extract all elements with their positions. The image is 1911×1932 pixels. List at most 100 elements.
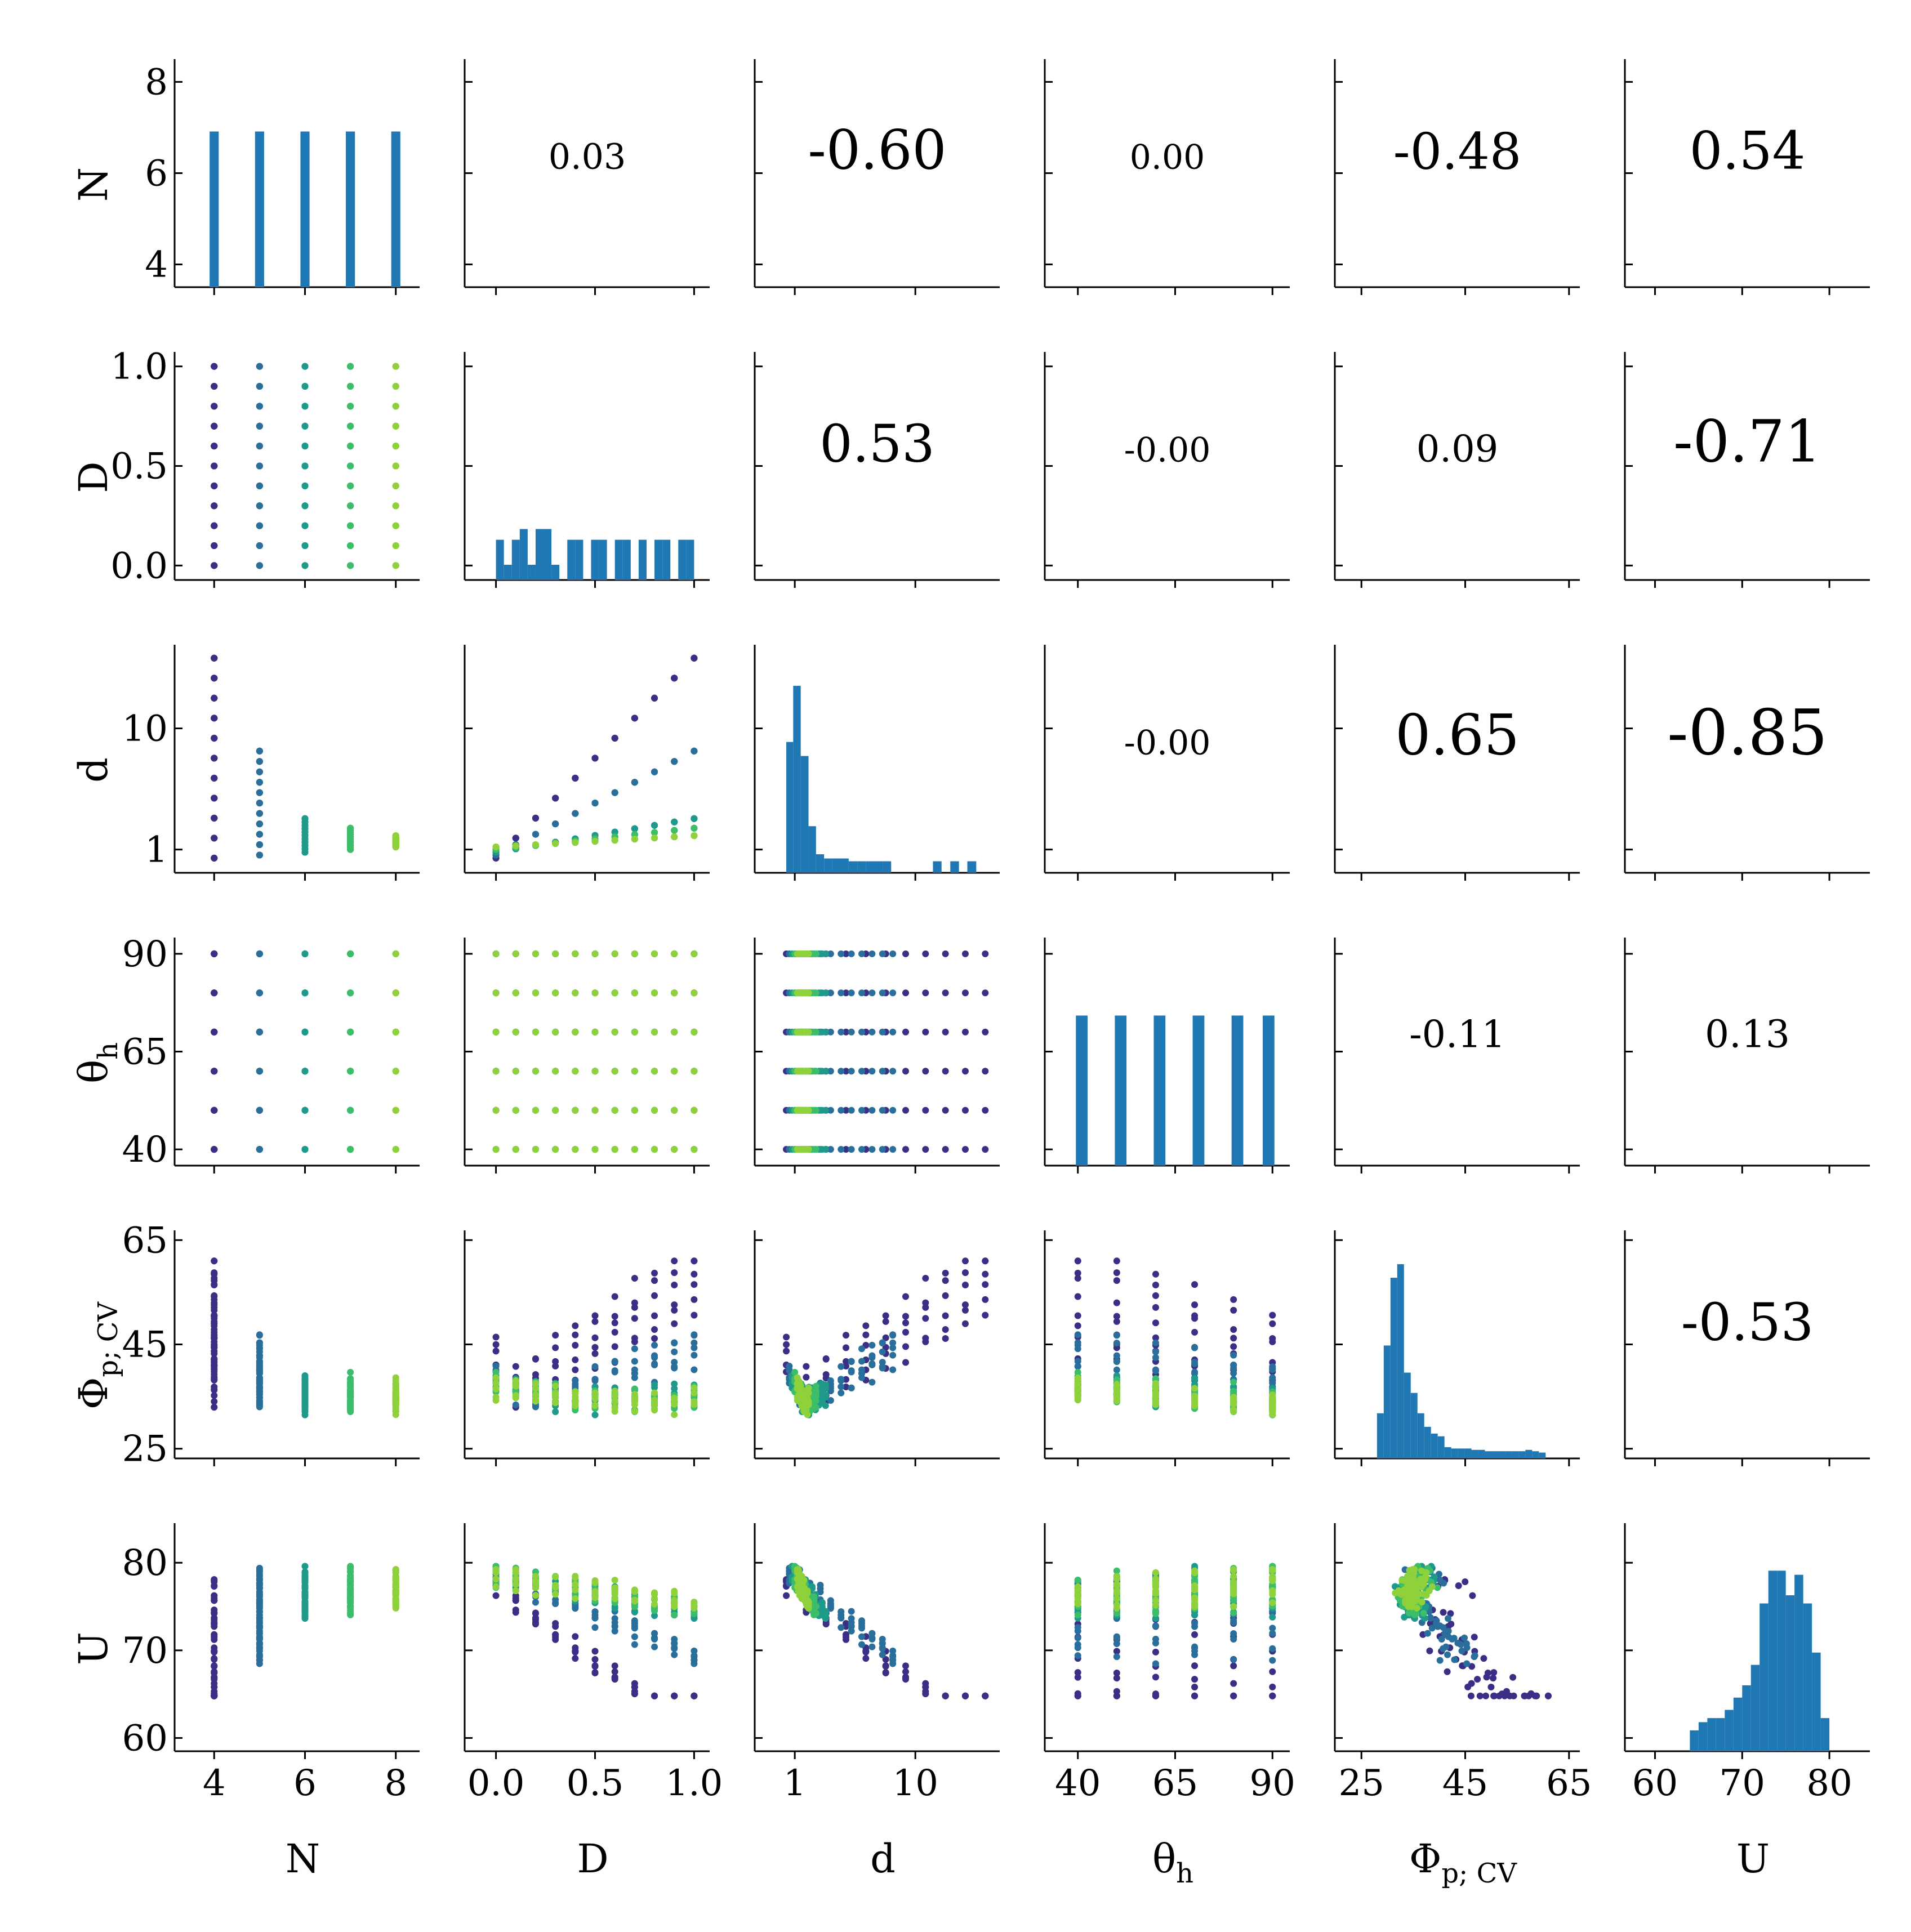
scatter-point: [691, 654, 698, 662]
scatter-point: [691, 1257, 698, 1265]
cell-N-N: [173, 59, 420, 295]
scatter-point: [532, 1577, 539, 1585]
scatter-point: [392, 363, 399, 370]
scatter-point: [347, 562, 354, 569]
histogram-bar: [346, 131, 355, 288]
scatter-point: [347, 443, 354, 450]
scatter-point: [211, 675, 218, 682]
scatter-point: [805, 1389, 812, 1396]
correlation-value: 0.54: [1690, 120, 1806, 181]
scatter-point: [805, 950, 812, 957]
scatter-point: [1074, 1692, 1081, 1699]
scatter-point: [512, 1597, 519, 1604]
scatter-point: [651, 1269, 658, 1277]
scatter-point: [301, 989, 309, 997]
scatter-point: [671, 833, 678, 841]
histogram-bar: [848, 861, 858, 873]
scatter-point: [347, 1028, 354, 1036]
scatter-point: [1113, 1389, 1120, 1396]
scatter-point: [671, 1320, 678, 1327]
scatter-point: [392, 989, 399, 997]
correlation-value: 0.00: [1130, 137, 1205, 177]
histogram-bar: [535, 529, 544, 580]
scatter-point: [572, 1647, 579, 1654]
scatter-point: [492, 1068, 500, 1075]
scatter-point: [591, 989, 599, 997]
scatter-point: [812, 1146, 819, 1153]
scatter-point: [512, 1106, 519, 1114]
scatter-point: [848, 1368, 855, 1376]
scatter-point: [611, 950, 618, 957]
scatter-point: [552, 1620, 559, 1627]
scatter-point: [301, 1402, 309, 1409]
scatter-point: [1113, 1332, 1120, 1339]
scatter-point: [1191, 1401, 1199, 1408]
scatter-point: [691, 989, 698, 997]
scatter-point: [591, 838, 599, 845]
scatter-point: [392, 443, 399, 450]
scatter-point: [211, 854, 218, 862]
histogram-bar: [654, 539, 663, 580]
scatter-point: [868, 1341, 876, 1349]
scatter-point: [301, 1599, 309, 1606]
correlation-value: -0.00: [1124, 723, 1211, 762]
scatter-point: [671, 989, 678, 997]
histogram-bar: [1498, 1451, 1505, 1458]
correlation-value: 0.03: [549, 136, 626, 177]
scatter-point: [301, 1394, 309, 1401]
scatter-point: [691, 1311, 698, 1319]
scatter-point: [827, 989, 834, 997]
scatter-point: [1152, 1569, 1159, 1576]
scatter-point: [492, 1106, 500, 1114]
scatter-point: [942, 1335, 949, 1342]
scatter-point: [902, 1313, 909, 1320]
correlation-value: 0.13: [1705, 1011, 1790, 1056]
cell-theta_h-N: [173, 938, 420, 1174]
scatter-point: [838, 1624, 845, 1631]
histogram-bar: [875, 861, 883, 873]
scatter-point: [691, 1351, 698, 1359]
scatter-point: [392, 1028, 399, 1036]
scatter-point: [591, 1106, 599, 1114]
scatter-point: [671, 1146, 678, 1153]
scatter-point: [631, 1596, 638, 1604]
histogram-bar: [614, 539, 623, 580]
scatter-point: [671, 1692, 678, 1699]
scatter-point: [631, 1683, 638, 1690]
histogram-bar: [1377, 1413, 1384, 1458]
histogram-bar: [551, 564, 560, 580]
scatter-point: [211, 422, 218, 430]
scatter-point: [671, 1068, 678, 1075]
scatter-point: [889, 1146, 897, 1153]
correlation-value: -0.00: [1124, 430, 1211, 470]
scatter-point: [591, 1146, 599, 1153]
scatter-point: [492, 1567, 500, 1574]
cell-Phi_p_CV-D: [464, 1230, 710, 1466]
histogram-bar: [824, 858, 832, 873]
histogram-bar: [544, 529, 552, 580]
scatter-point: [552, 1573, 559, 1581]
cell-D-Phi_p_CV: 0.09: [1334, 352, 1580, 588]
scatter-point: [211, 1359, 218, 1366]
scatter-point: [812, 1068, 819, 1075]
scatter-point: [532, 1385, 539, 1392]
scatter-point: [1191, 1662, 1199, 1670]
histogram-bar: [1390, 1278, 1397, 1458]
cell-Phi_p_CV-d: [754, 1230, 1000, 1466]
scatter-point: [922, 1068, 929, 1075]
scatter-point: [532, 831, 539, 838]
scatter-point: [211, 1633, 218, 1640]
scatter-point: [512, 835, 519, 842]
scatter-point: [591, 1656, 599, 1663]
scatter-point: [631, 1338, 638, 1345]
histogram-bar: [786, 742, 794, 873]
cell-N-Phi_p_CV: -0.48: [1334, 59, 1580, 295]
scatter-point: [1269, 1400, 1276, 1407]
scatter-point: [691, 832, 698, 840]
scatter-point: [882, 1669, 889, 1676]
scatter-point: [843, 989, 850, 997]
scatter-point: [492, 844, 500, 851]
scatter-point: [256, 1146, 263, 1153]
scatter-point: [591, 1590, 599, 1598]
scatter-point: [1152, 1639, 1159, 1647]
